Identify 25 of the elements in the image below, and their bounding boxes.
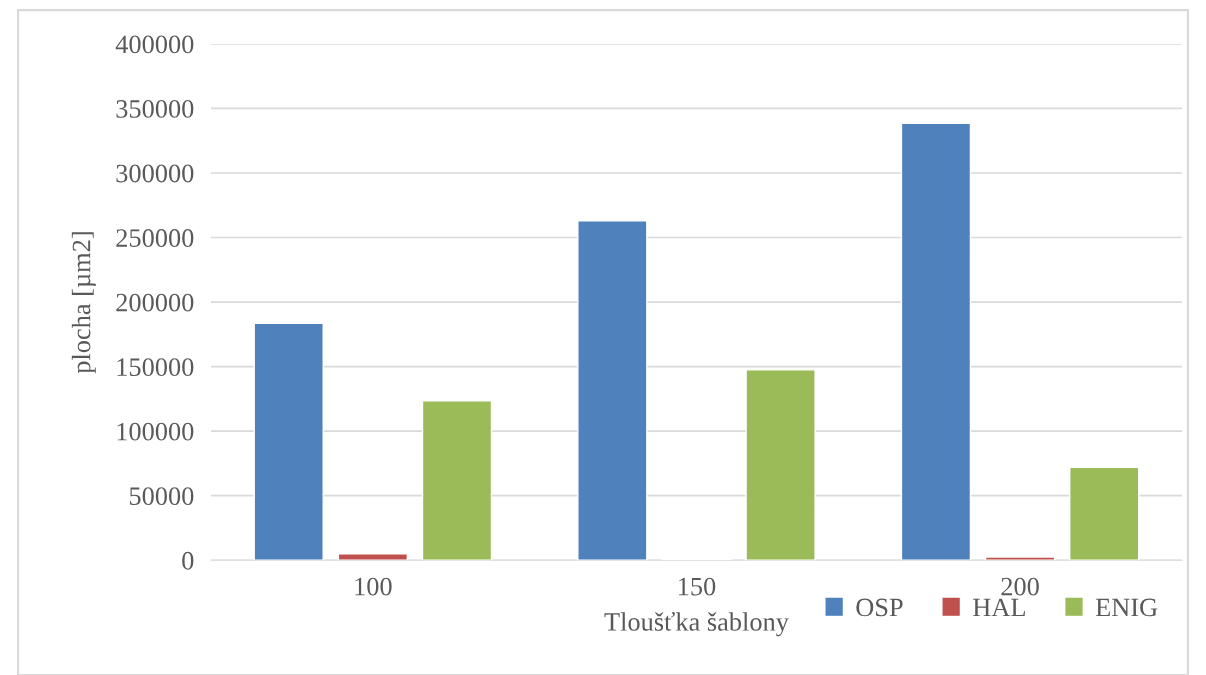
y-tick-label: 350000 (116, 100, 194, 118)
bar (900, 122, 972, 561)
y-tick-label: 50000 (129, 487, 194, 506)
y-tick-label: 150000 (117, 358, 194, 377)
y-axis-title: plocha [µm2] (71, 232, 96, 374)
legend-label: OSP (856, 598, 903, 617)
y-tick-label: 300000 (116, 164, 194, 183)
bar (253, 322, 324, 561)
legend-label: HAL (973, 598, 1025, 617)
y-tick-label: 100000 (117, 422, 194, 441)
y-tick-label: 200000 (116, 293, 194, 312)
x-tick-label: 100 (355, 577, 392, 596)
x-tick-label: 200 (1001, 577, 1039, 596)
bar (337, 553, 409, 561)
y-tick-label: 400000 (115, 35, 194, 54)
bar (1069, 466, 1140, 561)
bar (984, 556, 1056, 561)
x-tick-label: 150 (678, 577, 716, 596)
x-axis-title: Tloušťka šablony (604, 611, 789, 637)
legend-label: ENIG (1095, 598, 1158, 617)
bar (745, 369, 816, 561)
y-tick-label: 250000 (116, 229, 194, 247)
bar (577, 220, 648, 561)
bar (421, 400, 493, 561)
y-tick-label: 0 (182, 551, 194, 570)
